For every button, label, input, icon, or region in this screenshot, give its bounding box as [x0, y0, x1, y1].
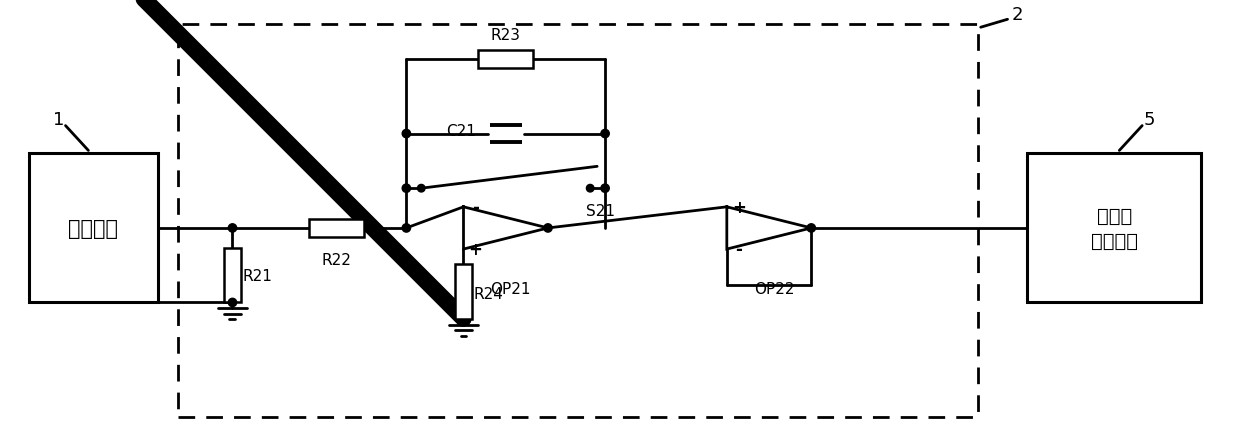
- Text: +: +: [732, 198, 745, 216]
- Bar: [455, 265, 472, 319]
- Text: 罗氏线圈: 罗氏线圈: [68, 219, 118, 238]
- Text: 1: 1: [53, 110, 64, 128]
- Circle shape: [587, 185, 594, 193]
- Text: -: -: [735, 240, 743, 258]
- Circle shape: [601, 130, 609, 138]
- Text: S21: S21: [585, 203, 615, 218]
- Circle shape: [601, 184, 609, 193]
- Text: OP22: OP22: [754, 281, 795, 296]
- Text: R24: R24: [474, 286, 503, 302]
- Text: 2: 2: [1012, 6, 1023, 24]
- Circle shape: [807, 224, 816, 233]
- Text: R21: R21: [242, 268, 273, 283]
- Text: -: -: [472, 198, 479, 216]
- Text: 5: 5: [1143, 110, 1154, 128]
- Bar: [177, 25, 977, 417]
- Text: R22: R22: [322, 253, 352, 268]
- Circle shape: [228, 224, 237, 233]
- Text: R23: R23: [491, 28, 521, 42]
- Circle shape: [418, 185, 425, 193]
- Bar: [310, 219, 365, 237]
- Circle shape: [402, 224, 410, 233]
- Bar: [29, 154, 157, 303]
- Circle shape: [402, 184, 410, 193]
- Circle shape: [402, 130, 410, 138]
- Text: 嵌入式
微处理器: 嵌入式 微处理器: [1091, 206, 1138, 251]
- Text: OP21: OP21: [491, 281, 531, 296]
- Bar: [223, 248, 242, 303]
- Bar: [479, 51, 533, 69]
- Text: +: +: [469, 240, 482, 258]
- Circle shape: [228, 299, 237, 307]
- Text: C21: C21: [446, 124, 476, 139]
- Circle shape: [544, 224, 552, 233]
- Bar: [1028, 154, 1202, 303]
